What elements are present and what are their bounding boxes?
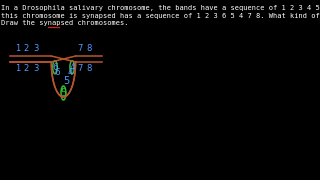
Text: 1: 1 (15, 44, 20, 53)
Text: 6: 6 (54, 68, 60, 77)
Text: 4: 4 (67, 68, 73, 77)
Text: 6: 6 (52, 63, 58, 72)
Text: 4: 4 (69, 63, 75, 72)
Text: this chromosome is synapsed has a sequence of 1 2 3 6 5 4 7 8. What kind of chro: this chromosome is synapsed has a sequen… (1, 12, 320, 19)
Text: 1: 1 (15, 64, 20, 73)
Text: 2: 2 (23, 64, 28, 73)
Text: Draw the synapsed chromosomes.: Draw the synapsed chromosomes. (1, 20, 129, 26)
Text: 8: 8 (87, 44, 92, 53)
Text: 5: 5 (63, 76, 69, 86)
Text: 2: 2 (23, 44, 28, 53)
Text: 8: 8 (87, 64, 92, 73)
Text: 5: 5 (60, 88, 67, 98)
Text: 7: 7 (77, 44, 83, 53)
Text: In a Drosophila salivary chromosome, the bands have a sequence of 1 2 3 4 5 6 7 : In a Drosophila salivary chromosome, the… (1, 5, 320, 11)
Text: 7: 7 (77, 64, 83, 73)
Text: 3: 3 (34, 44, 39, 53)
Text: 3: 3 (34, 64, 39, 73)
